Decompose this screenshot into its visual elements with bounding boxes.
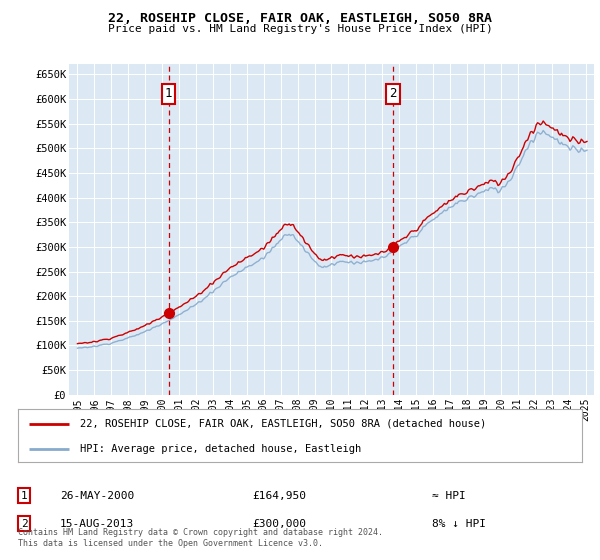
Text: ≈ HPI: ≈ HPI (432, 491, 466, 501)
Text: 15-AUG-2013: 15-AUG-2013 (60, 519, 134, 529)
Text: 1: 1 (165, 87, 172, 100)
Text: 1: 1 (20, 491, 28, 501)
Text: £164,950: £164,950 (252, 491, 306, 501)
Text: 22, ROSEHIP CLOSE, FAIR OAK, EASTLEIGH, SO50 8RA: 22, ROSEHIP CLOSE, FAIR OAK, EASTLEIGH, … (108, 12, 492, 25)
Text: 8% ↓ HPI: 8% ↓ HPI (432, 519, 486, 529)
Text: 22, ROSEHIP CLOSE, FAIR OAK, EASTLEIGH, SO50 8RA (detached house): 22, ROSEHIP CLOSE, FAIR OAK, EASTLEIGH, … (80, 419, 486, 429)
Text: 2: 2 (389, 87, 397, 100)
Text: Price paid vs. HM Land Registry's House Price Index (HPI): Price paid vs. HM Land Registry's House … (107, 24, 493, 34)
Text: Contains HM Land Registry data © Crown copyright and database right 2024.
This d: Contains HM Land Registry data © Crown c… (18, 528, 383, 548)
Text: £300,000: £300,000 (252, 519, 306, 529)
Text: HPI: Average price, detached house, Eastleigh: HPI: Average price, detached house, East… (80, 444, 361, 454)
Text: 2: 2 (20, 519, 28, 529)
Text: 26-MAY-2000: 26-MAY-2000 (60, 491, 134, 501)
